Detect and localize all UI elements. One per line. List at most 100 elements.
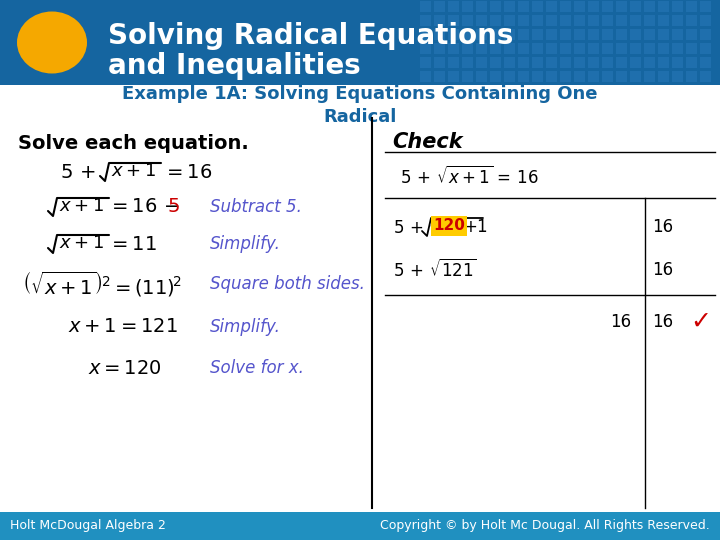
Text: $5$: $5$ — [167, 198, 180, 217]
Bar — [574, 15, 585, 26]
Bar — [490, 1, 501, 12]
Text: Subtract 5.: Subtract 5. — [210, 198, 302, 216]
Text: 16: 16 — [652, 218, 673, 236]
Bar — [700, 1, 711, 12]
Bar — [574, 57, 585, 68]
Bar — [602, 1, 613, 12]
Bar — [630, 15, 641, 26]
Bar — [462, 71, 473, 82]
Text: $x + 1$: $x + 1$ — [59, 234, 104, 252]
Bar — [434, 57, 445, 68]
Bar — [686, 43, 697, 54]
Bar — [532, 29, 543, 40]
Bar — [630, 71, 641, 82]
Text: Radical: Radical — [323, 108, 397, 126]
Bar — [602, 71, 613, 82]
Bar — [616, 1, 627, 12]
Bar — [560, 71, 571, 82]
Bar — [616, 29, 627, 40]
Bar — [490, 29, 501, 40]
Text: $= 16\,-$: $= 16\,-$ — [108, 198, 180, 217]
Bar — [434, 1, 445, 12]
Text: $x = 120$: $x = 120$ — [88, 359, 162, 377]
Text: $5\,+\,\sqrt{\ }$: $5\,+\,\sqrt{\ }$ — [393, 218, 451, 237]
Bar — [420, 43, 431, 54]
Bar — [504, 43, 515, 54]
Bar — [420, 71, 431, 82]
Bar — [448, 57, 459, 68]
Bar — [644, 1, 655, 12]
Bar — [616, 71, 627, 82]
Bar — [644, 57, 655, 68]
Bar — [672, 71, 683, 82]
Text: Holt McDougal Algebra 2: Holt McDougal Algebra 2 — [10, 519, 166, 532]
Text: $= 11$: $= 11$ — [108, 234, 157, 253]
Bar — [560, 29, 571, 40]
Text: $5\,+$: $5\,+$ — [60, 163, 96, 181]
Bar — [532, 43, 543, 54]
Bar — [420, 15, 431, 26]
Bar — [504, 29, 515, 40]
Bar — [658, 57, 669, 68]
Bar — [658, 71, 669, 82]
Bar — [546, 15, 557, 26]
Bar — [574, 43, 585, 54]
Bar — [448, 15, 459, 26]
Bar — [700, 57, 711, 68]
Text: $= 16$: $= 16$ — [163, 163, 212, 181]
Bar — [658, 43, 669, 54]
Bar — [518, 29, 529, 40]
Bar — [462, 15, 473, 26]
Bar — [644, 15, 655, 26]
Bar — [532, 57, 543, 68]
Bar — [518, 15, 529, 26]
Bar — [462, 57, 473, 68]
Text: Example 1A: Solving Equations Containing One: Example 1A: Solving Equations Containing… — [122, 85, 598, 103]
Bar — [490, 43, 501, 54]
Bar — [700, 43, 711, 54]
Bar — [546, 1, 557, 12]
Bar — [574, 29, 585, 40]
Bar — [686, 57, 697, 68]
Text: $+1$: $+1$ — [463, 218, 488, 236]
Bar — [462, 43, 473, 54]
Bar — [616, 43, 627, 54]
Text: Solve for x.: Solve for x. — [210, 359, 304, 377]
Bar — [644, 29, 655, 40]
Bar — [588, 1, 599, 12]
Bar — [476, 43, 487, 54]
Text: Square both sides.: Square both sides. — [210, 275, 365, 293]
Bar — [504, 71, 515, 82]
Bar — [700, 15, 711, 26]
Bar — [490, 15, 501, 26]
Bar — [476, 71, 487, 82]
Bar — [434, 43, 445, 54]
Bar — [518, 71, 529, 82]
Bar — [532, 1, 543, 12]
Bar — [518, 1, 529, 12]
Bar — [700, 29, 711, 40]
Text: 16: 16 — [652, 313, 673, 331]
Bar — [462, 29, 473, 40]
Bar — [602, 15, 613, 26]
Bar — [616, 15, 627, 26]
Text: $x + 1$: $x + 1$ — [111, 162, 156, 180]
Bar — [630, 1, 641, 12]
Bar — [630, 43, 641, 54]
Bar — [672, 43, 683, 54]
Text: Simplify.: Simplify. — [210, 235, 281, 253]
Text: 16: 16 — [610, 313, 631, 331]
Bar — [686, 15, 697, 26]
Bar — [448, 1, 459, 12]
Bar — [448, 43, 459, 54]
Text: 120: 120 — [433, 219, 465, 233]
Text: $\left(\sqrt{x+1}\right)^{\!2} = \left(11\right)^{\!2}$: $\left(\sqrt{x+1}\right)^{\!2} = \left(1… — [22, 269, 181, 299]
Bar — [602, 43, 613, 54]
Bar — [490, 57, 501, 68]
Bar — [490, 71, 501, 82]
Bar — [574, 71, 585, 82]
Bar — [588, 15, 599, 26]
Text: and Inequalities: and Inequalities — [108, 52, 361, 80]
Bar — [560, 43, 571, 54]
Bar — [0, 0, 720, 85]
